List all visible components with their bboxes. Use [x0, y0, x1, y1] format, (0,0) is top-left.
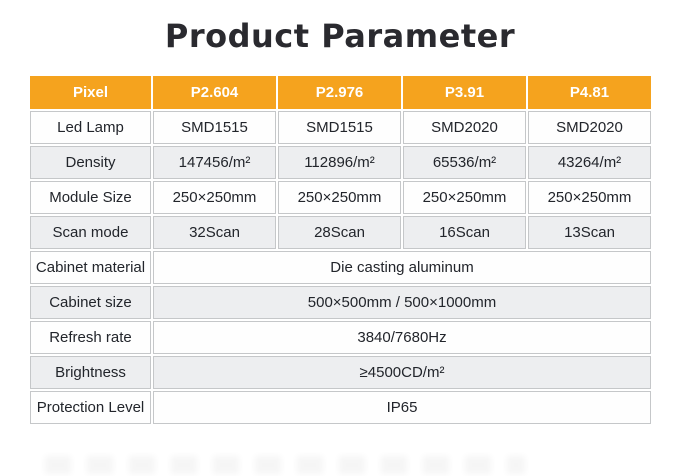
header-cell-p2976: P2.976	[278, 76, 401, 109]
cell-value: SMD2020	[528, 111, 651, 144]
cell-value: 250×250mm	[528, 181, 651, 214]
header-cell-p481: P4.81	[528, 76, 651, 109]
cell-value: SMD1515	[278, 111, 401, 144]
cell-value: 32Scan	[153, 216, 276, 249]
cell-value: SMD2020	[403, 111, 526, 144]
table-row-brightness: Brightness ≥4500CD/m²	[30, 356, 651, 389]
cell-value: 28Scan	[278, 216, 401, 249]
cell-value: 250×250mm	[153, 181, 276, 214]
cell-value-merged: IP65	[153, 391, 651, 424]
cell-value: 250×250mm	[278, 181, 401, 214]
table-row-cabinet-material: Cabinet material Die casting aluminum	[30, 251, 651, 284]
cell-value: 16Scan	[403, 216, 526, 249]
cell-value: SMD1515	[153, 111, 276, 144]
table-row-led-lamp: Led Lamp SMD1515 SMD1515 SMD2020 SMD2020	[30, 111, 651, 144]
header-cell-p391: P3.91	[403, 76, 526, 109]
table-row-cabinet-size: Cabinet size 500×500mm / 500×1000mm	[30, 286, 651, 319]
cell-value-merged: ≥4500CD/m²	[153, 356, 651, 389]
cell-value: 250×250mm	[403, 181, 526, 214]
cell-value: 112896/m²	[278, 146, 401, 179]
cell-value: 13Scan	[528, 216, 651, 249]
row-label: Density	[30, 146, 151, 179]
table-row-module-size: Module Size 250×250mm 250×250mm 250×250m…	[30, 181, 651, 214]
cell-value: 43264/m²	[528, 146, 651, 179]
page-title: Product Parameter	[164, 17, 516, 55]
product-parameter-table: Pixel P2.604 P2.976 P3.91 P4.81 Led Lamp…	[28, 74, 653, 426]
header-cell-p2604: P2.604	[153, 76, 276, 109]
table-row-protection-level: Protection Level IP65	[30, 391, 651, 424]
row-label: Led Lamp	[30, 111, 151, 144]
row-label: Module Size	[30, 181, 151, 214]
row-label: Brightness	[30, 356, 151, 389]
header-cell-pixel: Pixel	[30, 76, 151, 109]
cell-value-merged: Die casting aluminum	[153, 251, 651, 284]
row-label: Cabinet material	[30, 251, 151, 284]
table-row-scan-mode: Scan mode 32Scan 28Scan 16Scan 13Scan	[30, 216, 651, 249]
cell-value-merged: 500×500mm / 500×1000mm	[153, 286, 651, 319]
cell-value: 147456/m²	[153, 146, 276, 179]
row-label: Protection Level	[30, 391, 151, 424]
row-label: Refresh rate	[30, 321, 151, 354]
row-label: Scan mode	[30, 216, 151, 249]
table-row-refresh-rate: Refresh rate 3840/7680Hz	[30, 321, 651, 354]
faint-watermark-artifact	[45, 456, 525, 474]
table-row-density: Density 147456/m² 112896/m² 65536/m² 432…	[30, 146, 651, 179]
row-label: Cabinet size	[30, 286, 151, 319]
cell-value-merged: 3840/7680Hz	[153, 321, 651, 354]
cell-value: 65536/m²	[403, 146, 526, 179]
table-header-row: Pixel P2.604 P2.976 P3.91 P4.81	[30, 76, 651, 109]
